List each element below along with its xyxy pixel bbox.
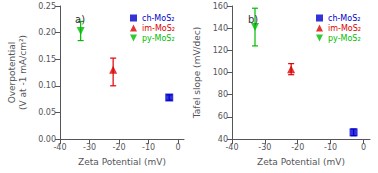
svg-text:0: 0: [361, 143, 366, 152]
svg-text:(V at -1 mA/cm²): (V at -1 mA/cm²): [18, 35, 28, 110]
svg-text:Overpotential: Overpotential: [7, 42, 17, 104]
svg-text:140: 140: [213, 24, 228, 33]
svg-text:0.20: 0.20: [38, 28, 56, 37]
svg-text:ch-MoS₂: ch-MoS₂: [328, 14, 360, 23]
svg-text:-10: -10: [142, 143, 155, 152]
svg-text:80: 80: [218, 90, 228, 99]
svg-text:b): b): [248, 14, 258, 25]
svg-text:40: 40: [217, 134, 228, 144]
svg-text:a): a): [75, 14, 85, 25]
svg-text:120: 120: [213, 46, 228, 55]
svg-text:py-MoS₂: py-MoS₂: [328, 34, 361, 43]
svg-text:im-MoS₂: im-MoS₂: [328, 24, 361, 33]
svg-text:-20: -20: [113, 143, 126, 152]
svg-text:60: 60: [218, 112, 228, 121]
svg-text:Zeta Potential (mV): Zeta Potential (mV): [257, 157, 345, 167]
svg-text:0.10: 0.10: [38, 81, 56, 90]
svg-text:-40: -40: [53, 143, 66, 152]
svg-text:100: 100: [213, 68, 228, 77]
svg-text:Tafel slope (mV/dec): Tafel slope (mV/dec): [192, 27, 202, 120]
svg-text:-20: -20: [291, 143, 304, 152]
svg-text:Zeta Potential (mV): Zeta Potential (mV): [78, 157, 166, 167]
svg-text:0.00: 0.00: [38, 134, 56, 144]
svg-text:-10: -10: [324, 143, 337, 152]
svg-text:py-MoS₂: py-MoS₂: [142, 34, 175, 43]
svg-text:im-MoS₂: im-MoS₂: [142, 24, 175, 33]
svg-text:-30: -30: [83, 143, 96, 152]
svg-text:-30: -30: [258, 143, 271, 152]
svg-text:0: 0: [176, 143, 181, 152]
svg-text:0.15: 0.15: [38, 55, 56, 64]
svg-text:ch-MoS₂: ch-MoS₂: [142, 14, 174, 23]
svg-text:0.05: 0.05: [38, 108, 56, 117]
svg-text:-40: -40: [225, 143, 238, 152]
svg-text:0.25: 0.25: [38, 2, 56, 11]
svg-text:160: 160: [213, 2, 228, 11]
